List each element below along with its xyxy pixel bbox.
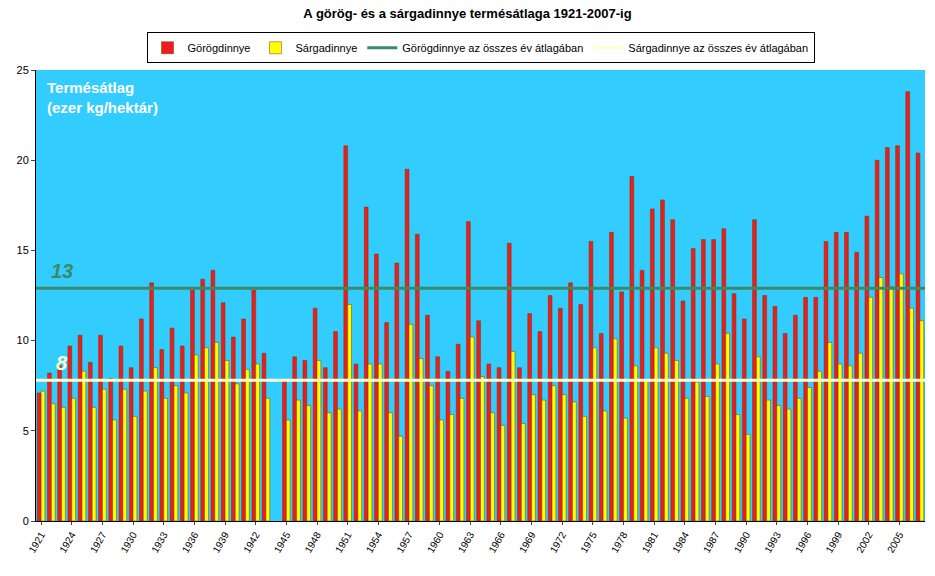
svg-text:1924: 1924: [57, 530, 78, 555]
svg-text:1996: 1996: [793, 530, 814, 555]
svg-text:10: 10: [17, 334, 29, 346]
svg-text:Sárgadinnye az összes év átlag: Sárgadinnye az összes év átlagában: [628, 42, 808, 54]
svg-text:1945: 1945: [272, 530, 293, 555]
svg-text:1921: 1921: [27, 530, 48, 555]
svg-text:1957: 1957: [394, 530, 415, 555]
svg-text:1999: 1999: [824, 530, 845, 555]
svg-text:13: 13: [51, 260, 73, 282]
svg-text:1966: 1966: [486, 530, 507, 555]
svg-text:1972: 1972: [548, 530, 569, 555]
svg-text:Görögdinnye: Görögdinnye: [188, 42, 251, 54]
svg-text:1978: 1978: [609, 530, 630, 555]
svg-text:1936: 1936: [180, 530, 201, 555]
svg-text:1981: 1981: [640, 530, 661, 555]
svg-text:1984: 1984: [670, 530, 691, 555]
svg-text:1960: 1960: [425, 530, 446, 555]
svg-text:1990: 1990: [732, 530, 753, 555]
svg-text:8: 8: [56, 352, 68, 374]
svg-text:1951: 1951: [333, 530, 354, 555]
svg-text:20: 20: [17, 154, 29, 166]
svg-text:1939: 1939: [210, 530, 231, 555]
svg-text:5: 5: [23, 425, 29, 437]
svg-text:Sárgadinnye: Sárgadinnye: [296, 42, 358, 54]
svg-text:1969: 1969: [517, 530, 538, 555]
svg-text:1942: 1942: [241, 530, 262, 555]
svg-text:1987: 1987: [701, 530, 722, 555]
svg-text:0: 0: [23, 515, 29, 527]
svg-text:1948: 1948: [302, 530, 323, 555]
svg-text:1930: 1930: [118, 530, 139, 555]
svg-text:15: 15: [17, 244, 29, 256]
svg-text:1993: 1993: [762, 530, 783, 555]
svg-text:1927: 1927: [88, 530, 109, 555]
svg-text:2002: 2002: [854, 530, 875, 555]
svg-text:A görög- és a sárgadinnye term: A görög- és a sárgadinnye termésátlaga 1…: [303, 6, 631, 21]
svg-text:1954: 1954: [364, 530, 385, 555]
svg-text:1963: 1963: [456, 530, 477, 555]
svg-text:Termésátlag(ezer kg/hektár): Termésátlag(ezer kg/hektár): [47, 79, 158, 116]
svg-text:1975: 1975: [578, 530, 599, 555]
svg-text:25: 25: [17, 64, 29, 76]
svg-text:Görögdinnye az összes év átlag: Görögdinnye az összes év átlagában: [402, 42, 583, 54]
svg-text:2005: 2005: [885, 530, 906, 555]
svg-text:1933: 1933: [149, 530, 170, 555]
